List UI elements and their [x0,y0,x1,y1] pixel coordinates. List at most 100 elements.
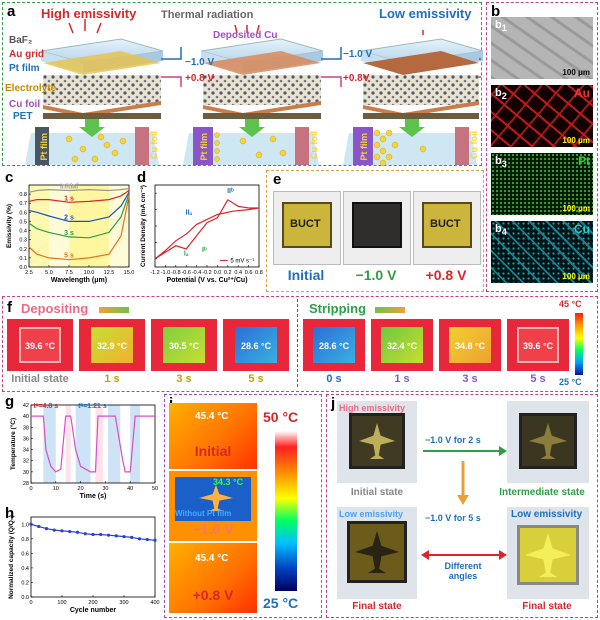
au-element-label: Au [574,86,590,100]
stripping-title: Stripping [309,301,367,316]
j-cap-intermediate: Intermediate state [499,487,585,498]
pt-film-label-2: Pt film [199,133,209,161]
series-line-3 [28,193,130,239]
x-tick-label: 20 [78,486,84,492]
data-point [29,522,33,526]
x-tick-label: 2.5 [25,270,33,276]
thermal-dep-1: 32.9 °C [79,319,145,371]
panel-e: e BUCT BUCT Initial −1.0 V +0.8 V [266,170,484,292]
cu-foil-label-2: Cu foil [309,131,319,159]
y-tick-label: 0.4 [19,229,27,235]
b2-tag: b2 [495,87,507,102]
series-line-1 [28,190,130,203]
data-point [114,534,118,538]
x-tick-label: 12.5 [104,270,115,276]
photo-j-initial: High emissivity [337,401,417,483]
thermal-i-plus: 45.4 °C +0.8 V [169,543,257,613]
x-tick-label: 0.0 [214,270,222,276]
temp-dep-1: 32.9 °C [97,341,128,351]
pt-film-label-3: Pt film [359,133,369,161]
thermal-str-0: 28.6 °C [303,319,365,371]
x-tick-label: 0.6 [245,270,253,276]
y-tick-label: 0.0 [21,595,29,601]
b1-tag: b1 [495,19,507,34]
data-point [44,527,49,531]
y-axis-label: Current Density (mA cm⁻²) [140,185,147,267]
data-point [145,537,149,542]
i-scale-low: 25 °C [263,595,299,611]
panel-h: h 0 100 200 300 400 0.0 0.2 0.4 0.6 0.8 1.0 Cycle n… [2,505,160,618]
cap-str-2: 3 s [462,373,478,385]
layer-pt-film: Pt film [9,63,40,74]
data-point [153,538,157,542]
series-line-0 [28,188,130,193]
x-tick-label: -0.2 [202,270,211,276]
data-point [83,532,87,536]
cu-foil-label-3: Cu foil [469,131,479,159]
x-tick-label: 10 [53,486,59,492]
panel-d-label: d [137,169,147,186]
series-label: Initial [60,183,78,190]
j-arrows [421,446,507,560]
y-tick-label: 28 [23,481,29,487]
cu-foil-label-1: Cu foil [149,131,159,159]
x-tick-label: 300 [119,600,128,606]
sem-image: 100 μm [491,17,593,79]
f-scale-low: 25 °C [559,377,582,387]
y-tick-label: 1.0 [21,522,29,528]
stack-depositing [200,38,324,119]
x-tick-label: -0.8 [171,270,180,276]
y-tick-label: 0.6 [21,551,29,557]
film-initial [282,202,332,248]
x-axis-label: Wavelength (μm) [51,277,107,284]
chart-h: 0 100 200 300 400 0.0 0.2 0.4 0.6 0.8 1.0 Cycle num… [8,515,160,614]
i-cap-1: Initial [194,443,232,459]
i-cap-2: −1.0 V [192,521,234,537]
panel-f: f Depositing Stripping 39.6 °C 32.9 °C 3… [2,296,598,392]
thermal-i-initial: 45.4 °C Initial [169,403,257,469]
j-arrow-label-2: −1.0 V for 5 s [425,513,481,523]
voltage-1: −1.0 V [185,57,215,68]
data-point [68,529,72,534]
panel-e-label: e [273,171,282,188]
depositing-arrow [99,307,129,313]
peak-label: Iᵇ [202,247,207,254]
series-label: 1 s [64,195,74,202]
y-tick-label: 42 [23,403,29,409]
stack-low [360,38,483,119]
x-tick-label: 50 [152,486,158,492]
y-tick-label: 38 [23,425,29,431]
x-tick-label: 7.5 [65,270,73,276]
high-emissivity-title: High emissivity [41,6,137,21]
i-note: Without Pt film [175,509,232,518]
y-axis-label: Emissivity (%) [6,204,13,248]
photo-j-final-1: Low emissivity [337,507,417,599]
shade-band [69,185,109,267]
pt-map: Pt 100 μm [491,153,593,215]
x-tick-label: 30 [102,486,108,492]
buct-text-2: BUCT [430,218,461,230]
peak-label: IIₐ [186,210,193,217]
thermal-radiation-title: Thermal radiation [161,9,254,21]
plot-frame [28,184,130,268]
j-cap-final-1: Final state [352,601,402,612]
y-tick-label: 30 [23,470,29,476]
photo-j-intermediate [507,401,589,483]
depositing-title: Depositing [21,301,89,316]
j-arrow-label-1: −1.0 V for 2 s [425,435,481,445]
caption-minus: −1.0 V [355,267,397,283]
stack-initial [40,38,164,119]
panel-j: j High emissivity Initial state Intermed… [326,394,598,618]
photo-restored: BUCT [413,191,481,265]
y-tick-label: 34 [23,448,29,454]
thermal-str-2: 34.8 °C [439,319,501,371]
series-line-4 [28,195,130,261]
tc-label: tᶜ=4.8 s [33,403,58,410]
y-axis-label: Normalized capacity (Q/Q₀) [8,515,15,599]
y-tick-label: 0.4 [21,566,29,572]
data-point [137,537,142,541]
tb-label: tᵇ=1.21 s [78,403,107,410]
deposited-cu-label: Deposited Cu [213,30,278,41]
chart-g: 0 10 20 30 40 50 28 30 32 34 36 38 40 42 Time (s) Tempe… [9,403,158,500]
pt-film-label-1: Pt film [39,133,49,161]
